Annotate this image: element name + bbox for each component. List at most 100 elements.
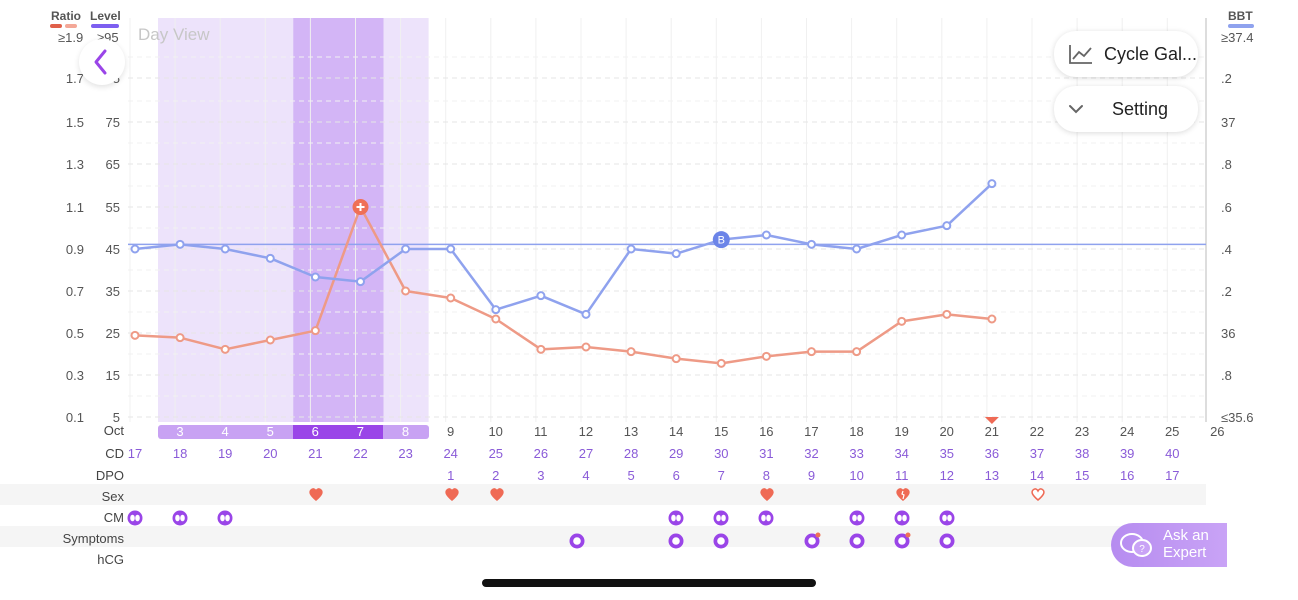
bbt-tick-label: 36: [1221, 326, 1236, 341]
level-point: [807, 239, 816, 249]
cd-cell: 24: [443, 446, 458, 461]
ratio-top-label: ≥1.9: [58, 30, 84, 45]
ratio-point: [852, 347, 862, 357]
dpo-cell: 10: [849, 468, 864, 483]
sex-row-bg: [0, 484, 1206, 505]
heart-icon[interactable]: [308, 486, 324, 502]
hcg-row-label: hCG: [97, 552, 124, 567]
heart-icon[interactable]: [489, 486, 505, 502]
broken-heart-icon[interactable]: [895, 486, 911, 502]
date-cell: 16: [759, 424, 774, 439]
cycle-gallery-label: Cycle Gal...: [1104, 43, 1198, 64]
symptom-icon[interactable]: [668, 532, 686, 550]
date-cell: 17: [804, 424, 819, 439]
date-cell: 8: [401, 424, 410, 439]
chat-bubbles-icon: ?: [1120, 533, 1152, 557]
bbt-legend-swatch: [1228, 24, 1254, 28]
bbt-tick-label: .4: [1221, 242, 1232, 257]
cd-cell: 34: [894, 446, 909, 461]
ratio-point: [761, 351, 771, 361]
cd-cell: 28: [623, 446, 639, 461]
cd-cell: 26: [533, 446, 549, 461]
symptoms-row-bg: [0, 526, 1206, 547]
heart-outline-icon[interactable]: [1030, 486, 1046, 502]
date-cell: 23: [1074, 424, 1090, 439]
b-marker: [712, 231, 730, 249]
symptom-icon[interactable]: [939, 532, 957, 550]
cervical-mucus-icon[interactable]: [713, 510, 729, 526]
dpo-cell: 16: [1119, 468, 1135, 483]
cd-cell: 23: [398, 446, 413, 461]
back-button[interactable]: [79, 39, 125, 85]
ratio-tick-label: 0.7: [65, 284, 84, 299]
date-cell: 18: [849, 424, 864, 439]
ratio-point: [175, 333, 185, 343]
ratio-tick-label: 0.5: [65, 326, 84, 341]
cervical-mucus-icon[interactable]: [172, 510, 188, 526]
cycle-gallery-button[interactable]: Cycle Gal...: [1054, 31, 1198, 77]
level-tick-label: 65: [105, 157, 120, 172]
symptom-icon[interactable]: [569, 532, 587, 550]
cervical-mucus-icon[interactable]: [758, 510, 774, 526]
b-marker-label: B: [718, 235, 725, 247]
date-cell: 10: [488, 424, 503, 439]
month-label: Oct: [103, 423, 124, 438]
cervical-mucus-icon[interactable]: [127, 510, 143, 526]
cervical-mucus-icon[interactable]: [939, 510, 955, 526]
ratio-point: [581, 342, 591, 352]
cd-cell: 29: [668, 446, 684, 461]
level-tick-label: 35: [105, 284, 120, 299]
bbt-tick-label: .2: [1221, 71, 1232, 86]
ratio-point: [491, 314, 501, 324]
cd-row-label: CD: [105, 446, 124, 461]
ask-expert-button[interactable]: ? Ask an Expert: [1111, 523, 1227, 567]
ratio-point: [807, 347, 816, 357]
cervical-mucus-icon[interactable]: [849, 510, 865, 526]
dpo-cell: 4: [582, 468, 590, 483]
today-marker: [984, 417, 999, 424]
ratio-point: [220, 344, 230, 354]
level-tick-label: 15: [105, 368, 120, 383]
heart-icon[interactable]: [444, 486, 460, 502]
ratio-series-line: [134, 205, 993, 365]
day-view-label: Day View: [138, 25, 210, 44]
setting-button[interactable]: Setting: [1054, 86, 1198, 132]
ratio-tick-label: 0.9: [65, 242, 84, 257]
chevron-down-icon: [1069, 105, 1083, 114]
ratio-legend-swatch-dark: [50, 24, 62, 28]
level-header: Level: [90, 9, 121, 23]
cervical-mucus-icon[interactable]: [894, 510, 910, 526]
ratio-point: [310, 326, 320, 336]
level-point: [942, 221, 952, 231]
date-cell: 11: [534, 424, 548, 439]
symptom-icon[interactable]: [713, 532, 731, 550]
date-cell: 4: [221, 424, 229, 439]
ratio-point: [536, 344, 546, 354]
ratio-point: [897, 316, 907, 326]
bbt-tick-label: .6: [1221, 200, 1232, 215]
cervical-mucus-icon[interactable]: [668, 510, 684, 526]
symptom-icon[interactable]: [894, 532, 912, 550]
symptom-icon[interactable]: [849, 532, 867, 550]
level-point: [626, 244, 636, 254]
level-tick-label: 25: [105, 326, 120, 341]
dpo-cell: 17: [1165, 468, 1180, 483]
cervical-mucus-icon[interactable]: [217, 510, 233, 526]
period-date-bar-dark: [293, 425, 384, 439]
level-point: [446, 244, 456, 254]
level-point: [220, 244, 230, 254]
date-cell: 19: [894, 424, 909, 439]
symptom-icon[interactable]: [804, 532, 822, 550]
ratio-point: [265, 335, 275, 345]
heart-icon[interactable]: [759, 486, 775, 502]
ratio-tick-label: 1.7: [65, 71, 84, 86]
ratio-tick-label: 0.1: [65, 410, 84, 425]
level-point: [536, 291, 546, 301]
ratio-header: Ratio: [51, 9, 81, 23]
ratio-point: [130, 330, 140, 340]
home-indicator: [482, 579, 816, 587]
level-point: [852, 244, 862, 254]
cd-cell: 27: [578, 446, 594, 461]
cd-cell: 30: [714, 446, 729, 461]
date-cell: 21: [984, 424, 1000, 439]
